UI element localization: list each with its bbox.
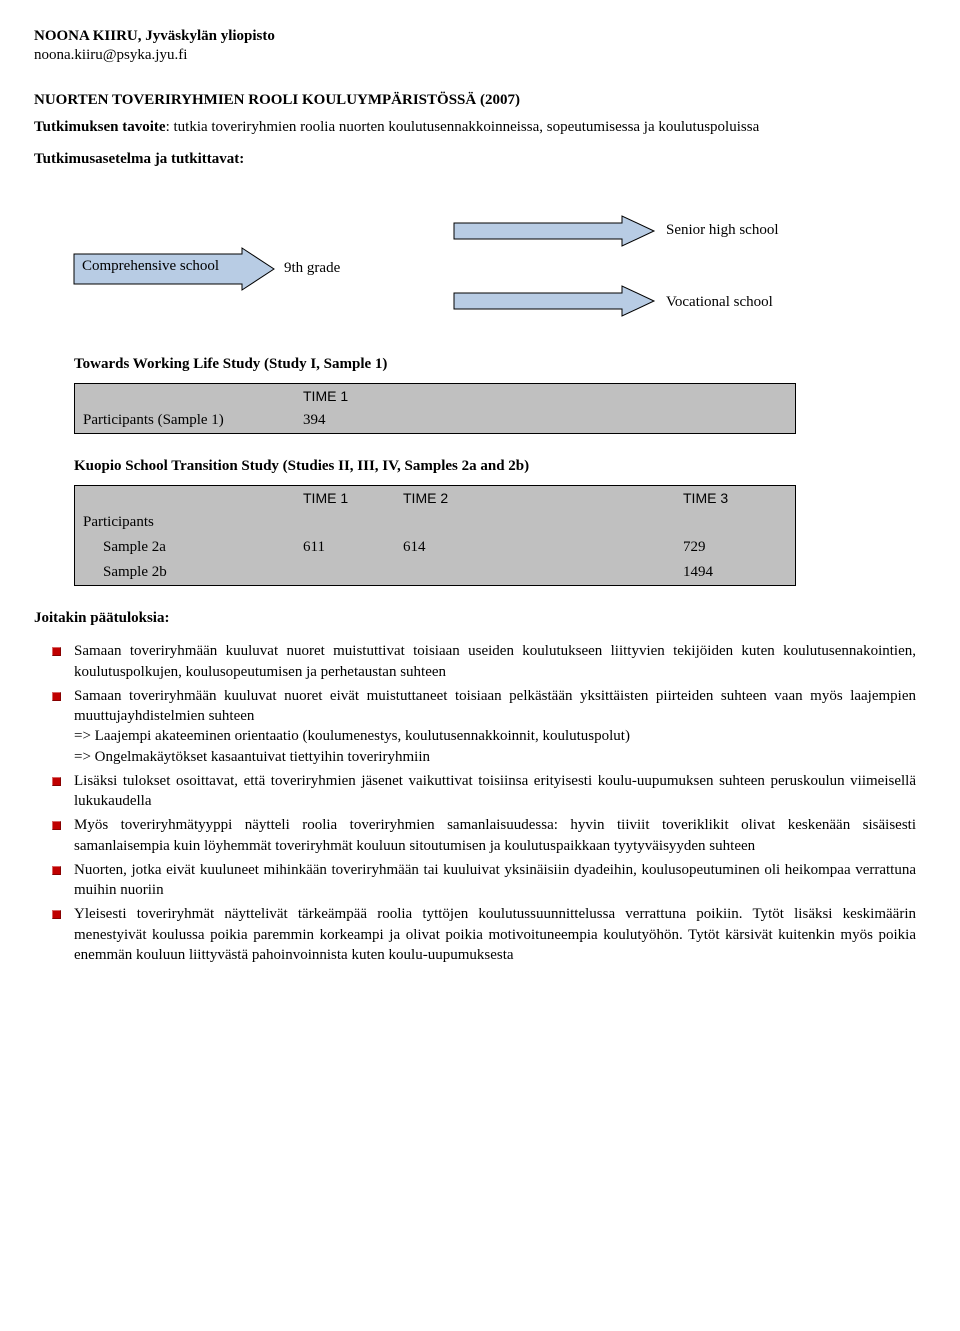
aim-label: Tutkimuksen tavoite (34, 119, 166, 135)
author-email: noona.kiiru@psyka.jyu.fi (34, 47, 926, 64)
study1-table: TIME 1 Participants (Sample 1) 394 (74, 383, 796, 434)
table-cell (675, 384, 795, 408)
table-cell (395, 384, 495, 408)
senior-label: Senior high school (666, 222, 779, 239)
table-cell (295, 510, 395, 535)
table-cell (675, 510, 795, 535)
study2-table: TIME 1 TIME 2 TIME 3 Participants Sample… (74, 485, 796, 586)
table-cell: Sample 2b (75, 560, 295, 585)
table-cell: 729 (675, 535, 795, 560)
table-header: TIME 3 (675, 486, 795, 510)
vocational-arrow (454, 286, 654, 316)
study1-block: Towards Working Life Study (Study I, Sam… (74, 356, 854, 434)
table-cell (495, 510, 675, 535)
list-item: Lisäksi tulokset osoittavat, että toveri… (74, 771, 926, 812)
study2-block: Kuopio School Transition Study (Studies … (74, 458, 854, 586)
table-cell: Participants (75, 510, 295, 535)
table-cell: 1494 (675, 560, 795, 585)
table-cell (495, 560, 675, 585)
flow-diagram: Comprehensive school 9th grade Senior hi… (74, 186, 854, 346)
author-line: NOONA KIIRU, Jyväskylän yliopisto (34, 28, 926, 45)
aim-text: : tutkia toveriryhmien roolia nuorten ko… (166, 119, 760, 135)
table-header: TIME 1 (295, 486, 395, 510)
table-header: TIME 2 (395, 486, 495, 510)
grade-label: 9th grade (284, 260, 340, 277)
table-cell (675, 408, 795, 433)
table-cell (495, 408, 675, 433)
comprehensive-label: Comprehensive school (82, 258, 219, 275)
table-cell: 394 (295, 408, 395, 433)
list-item: Samaan toveriryhmään kuuluvat nuoret eiv… (74, 686, 926, 767)
table-cell (75, 486, 295, 510)
results-heading: Joitakin päätuloksia: (34, 610, 926, 627)
table-cell: Sample 2a (75, 535, 295, 560)
study1-title: Towards Working Life Study (Study I, Sam… (74, 356, 854, 373)
list-item: Samaan toveriryhmään kuuluvat nuoret mui… (74, 641, 926, 682)
table-cell: 614 (395, 535, 495, 560)
list-item: Yleisesti toveriryhmät näyttelivät tärke… (74, 904, 926, 965)
table-cell (395, 560, 495, 585)
list-item: Myös toveriryhmätyyppi näytteli roolia t… (74, 815, 926, 856)
senior-arrow (454, 216, 654, 246)
list-item: Nuorten, jotka eivät kuuluneet mihinkään… (74, 860, 926, 901)
table-cell (495, 384, 675, 408)
table-cell (495, 486, 675, 510)
table-cell: 611 (295, 535, 395, 560)
table-cell (395, 408, 495, 433)
table-cell (75, 384, 295, 408)
table-cell (495, 535, 675, 560)
aim-paragraph: Tutkimuksen tavoite: tutkia toveriryhmie… (34, 117, 926, 137)
table-cell (295, 560, 395, 585)
main-title: NUORTEN TOVERIRYHMIEN ROOLI KOULUYMPÄRIS… (34, 92, 926, 109)
table-header: TIME 1 (295, 384, 395, 408)
design-label: Tutkimusasetelma ja tutkittavat: (34, 151, 926, 168)
results-list: Samaan toveriryhmään kuuluvat nuoret mui… (34, 641, 926, 965)
study2-title: Kuopio School Transition Study (Studies … (74, 458, 854, 475)
table-cell: Participants (Sample 1) (75, 408, 295, 433)
table-cell (395, 510, 495, 535)
vocational-label: Vocational school (666, 294, 773, 311)
